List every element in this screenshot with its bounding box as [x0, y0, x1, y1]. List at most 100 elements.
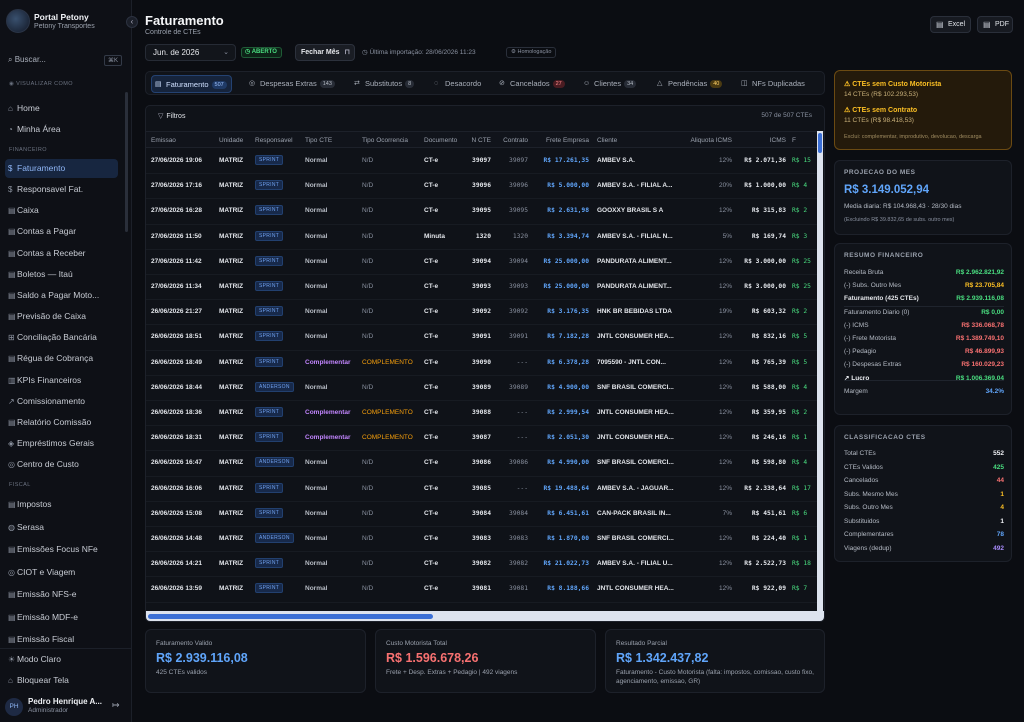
column-header-emissao[interactable]: Emissao: [151, 137, 176, 144]
table-row[interactable]: 27/06/2026 16:28 MATRIZ SPRINT Normal N/D CT-…: [146, 199, 822, 225]
section-fiscal[interactable]: FISCAL: [9, 482, 31, 488]
sidebar-search[interactable]: ⌕ Buscar... ⌘K: [8, 55, 124, 67]
table-row[interactable]: 26/06/2026 18:49 MATRIZ SPRINT Complementar…: [146, 351, 822, 376]
sidebar-item-faturamento[interactable]: $ Faturamento: [5, 159, 118, 178]
sidebar-item-emprestimos-gerais[interactable]: ◈ Empréstimos Gerais: [5, 434, 118, 453]
table-row[interactable]: 26/06/2026 15:08 MATRIZ SPRINT Normal N/D CT-…: [146, 502, 822, 527]
table-row[interactable]: 27/06/2026 11:34 MATRIZ SPRINT Normal N/D CT-…: [146, 275, 822, 301]
sidebar-item-previsao-de-caixa[interactable]: ▤ Previsão de Caixa: [5, 307, 118, 326]
filters-button[interactable]: ▽ Filtros: [158, 112, 185, 120]
brand[interactable]: Portal Petony Petony Transportes: [6, 9, 128, 35]
column-header-unidade[interactable]: Unidade: [219, 137, 244, 144]
sidebar-item-label: Caixa: [17, 205, 39, 216]
alert-no-driver-cost[interactable]: ⚠ CTEs sem Custo Motorista: [844, 80, 941, 88]
horizontal-scrollbar[interactable]: [146, 611, 824, 621]
section-financeiro[interactable]: FINANCEIRO: [9, 147, 47, 153]
table-row[interactable]: 27/06/2026 19:06 MATRIZ SPRINT Normal N/D CT-…: [146, 149, 822, 175]
sidebar-item-emissao-nfs-e[interactable]: ▤ Emissão NFS-e: [5, 585, 118, 604]
table-row[interactable]: 26/06/2026 16:06 MATRIZ SPRINT Normal N/D CT-…: [146, 477, 822, 502]
column-header-icms[interactable]: ICMS: [769, 137, 786, 144]
sidebar-item-boletos-itau[interactable]: ▤ Boletos — Itaú: [5, 265, 118, 284]
tab-despesas-extras[interactable]: ◎ Despesas Extras 143: [246, 75, 335, 93]
tab-label: Substitutos: [365, 79, 403, 88]
cell-n-cte: 39082: [472, 560, 491, 568]
summary-row-receita-bruta: Receita Bruta R$ 2.962.821,92: [844, 267, 1004, 279]
cell-unidade: MATRIZ: [219, 207, 244, 215]
last-import: ◷ Última importação: 28/06/2026 11:23: [362, 48, 476, 56]
cell-emissao: 26/06/2026 14:21: [151, 560, 202, 568]
cell-tipo-cte: Normal: [305, 333, 328, 341]
table-row[interactable]: 26/06/2026 21:27 MATRIZ SPRINT Normal N/D CT-…: [146, 300, 822, 326]
table-row[interactable]: 26/06/2026 18:51 MATRIZ SPRINT Normal N/D CT-…: [146, 325, 822, 351]
column-header-cliente[interactable]: Cliente: [597, 137, 618, 144]
sidebar-scrollbar[interactable]: [125, 92, 128, 232]
table-row[interactable]: 26/06/2026 13:59 MATRIZ SPRINT Normal N/D CT-…: [146, 577, 822, 603]
column-header-frete-empresa[interactable]: Frete Empresa: [546, 137, 589, 144]
sidebar-item-regua-de-cobranca[interactable]: ▤ Régua de Cobrança: [5, 349, 118, 368]
table-row[interactable]: 27/06/2026 11:50 MATRIZ SPRINT Normal N/D Min…: [146, 225, 822, 250]
sidebar-item-contas-a-pagar[interactable]: ▤ Contas a Pagar: [5, 222, 118, 241]
logout-icon[interactable]: ↦: [112, 700, 120, 710]
column-header-responsavel[interactable]: Responsavel: [255, 137, 293, 144]
cell-icms: R$ 603,32: [751, 308, 786, 316]
sidebar-item-home[interactable]: ⌂ Home: [5, 99, 118, 118]
sidebar-item-caixa[interactable]: ▤ Caixa: [5, 201, 118, 220]
sidebar-item-relatorio-comissao[interactable]: ▤ Relatório Comissão: [5, 413, 118, 432]
sidebar-item-centro-de-custo[interactable]: ◎ Centro de Custo: [5, 455, 118, 474]
column-header-n-cte[interactable]: N CTE: [471, 137, 492, 144]
tab-desacordo[interactable]: ◌ Desacordo: [431, 75, 481, 93]
cell-documento: CT-e: [424, 157, 439, 164]
sidebar-item-serasa[interactable]: ◍ Serasa: [5, 518, 118, 537]
sidebar-item-kpis-financeiros[interactable]: ▥ KPIs Financeiros: [5, 371, 118, 390]
vertical-scroll-thumb[interactable]: [818, 133, 822, 153]
lock-screen-button[interactable]: ⌂ Bloquear Tela: [5, 671, 118, 690]
alert-no-contract[interactable]: ⚠ CTEs sem Contrato: [844, 106, 917, 114]
close-month-button[interactable]: Fechar Mês ⊓: [295, 44, 355, 61]
cell-contrato: 39092: [509, 308, 528, 316]
cell-tipo-ocorrencia: N/D: [362, 535, 374, 542]
sidebar-item-contas-a-receber[interactable]: ▤ Contas a Receber: [5, 244, 118, 263]
month-select[interactable]: Jun. de 2026 ⌄: [145, 44, 236, 61]
tab-cancelados[interactable]: ⊘ Cancelados 27: [496, 75, 565, 93]
collapse-sidebar-button[interactable]: ‹: [126, 16, 138, 28]
avatar[interactable]: PH: [5, 698, 23, 716]
sidebar-item-comissionamento[interactable]: ↗ Comissionamento: [5, 392, 118, 411]
table-row[interactable]: 27/06/2026 17:16 MATRIZ SPRINT Normal N/D CT-…: [146, 174, 822, 200]
last-import-label: Última importação: 28/06/2026 11:23: [369, 49, 476, 56]
table-row[interactable]: 26/06/2026 14:48 MATRIZ ANDERSON Normal N/D C…: [146, 527, 822, 553]
column-header-tipo-ocorrencia[interactable]: Tipo Ocorrencia: [362, 137, 408, 144]
column-header-tipo-cte[interactable]: Tipo CTE: [305, 137, 333, 144]
sidebar-item-emissao-fiscal[interactable]: ▤ Emissão Fiscal: [5, 630, 118, 649]
table-row[interactable]: 26/06/2026 18:31 MATRIZ SPRINT Complementar…: [146, 426, 822, 452]
sidebar-item-emissao-mdf-e[interactable]: ▤ Emissão MDF-e: [5, 608, 118, 627]
sidebar-item-impostos[interactable]: ▤ Impostos: [5, 495, 118, 514]
tab-faturamento[interactable]: ▤ Faturamento 507: [151, 75, 232, 93]
table-row[interactable]: 26/06/2026 14:21 MATRIZ SPRINT Normal N/D CT-…: [146, 552, 822, 578]
tab-pendencias[interactable]: △ Pendências 40: [654, 75, 723, 93]
pdf-button[interactable]: ▤ PDF: [977, 16, 1013, 33]
column-header-documento[interactable]: Documento: [424, 137, 458, 144]
vertical-scrollbar[interactable]: [817, 131, 823, 611]
cell-icms: R$ 169,74: [751, 232, 786, 240]
light-mode-toggle[interactable]: ☀ Modo Claro: [5, 650, 118, 669]
tab-nfs-duplicadas[interactable]: ◫ NFs Duplicadas: [738, 75, 805, 93]
sidebar-item-saldo-a-pagar-moto[interactable]: ▤ Saldo a Pagar Moto...: [5, 286, 118, 305]
sidebar-item-responsavel-fat[interactable]: $ Responsavel Fat.: [5, 180, 118, 199]
column-header-aliquota-icms[interactable]: Aliquota ICMS: [690, 137, 732, 144]
tab-clientes[interactable]: ☺ Clientes 34: [580, 75, 637, 93]
horizontal-scroll-thumb[interactable]: [148, 614, 433, 619]
table-row[interactable]: 27/06/2026 11:42 MATRIZ SPRINT Normal N/D CT-…: [146, 250, 822, 275]
sidebar-item-ciot-e-viagem[interactable]: ◎ CIOT e Viagem: [5, 563, 118, 582]
table-row[interactable]: 26/06/2026 16:47 MATRIZ ANDERSON Normal N/D C…: [146, 451, 822, 477]
excel-button[interactable]: ▤ Excel: [930, 16, 971, 33]
sidebar-item-minha-area[interactable]: ◔ Minha Área: [5, 120, 118, 139]
view-as-selector[interactable]: ◉ VISUALIZAR COMO: [9, 81, 73, 87]
column-header-contrato[interactable]: Contrato: [503, 137, 528, 144]
sidebar-item-conciliacao-bancaria[interactable]: ⊞ Conciliação Bancária: [5, 328, 118, 347]
table-row[interactable]: 26/06/2026 18:36 MATRIZ SPRINT Complementar…: [146, 401, 822, 427]
tab-substitutos[interactable]: ⇄ Substitutos 8: [351, 75, 415, 93]
table-row[interactable]: 26/06/2026 18:44 MATRIZ ANDERSON Normal N/D C…: [146, 376, 822, 401]
sidebar-item-emissoes-focus-nfe[interactable]: ▤ Emissões Focus NFe: [5, 540, 118, 559]
projection-daily: Media diaria: R$ 104.968,43 · 28/30 dias: [844, 203, 962, 210]
column-header-f[interactable]: F: [792, 137, 796, 144]
